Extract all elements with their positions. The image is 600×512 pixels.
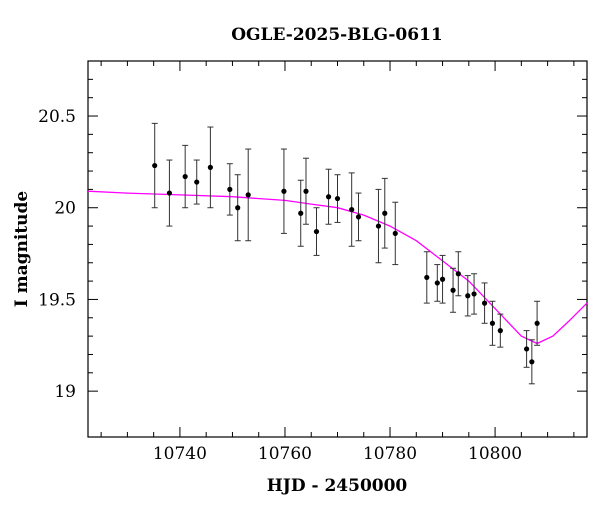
data-point	[434, 264, 441, 302]
data-marker	[529, 359, 535, 365]
data-point	[439, 254, 446, 304]
data-point	[166, 159, 173, 227]
data-marker	[227, 186, 233, 192]
data-point	[334, 174, 341, 223]
data-point	[381, 177, 388, 249]
data-marker	[166, 190, 173, 196]
data-marker	[281, 188, 287, 194]
data-marker	[489, 320, 496, 326]
data-marker	[481, 300, 488, 306]
data-point	[302, 157, 309, 225]
data-point	[464, 275, 471, 317]
data-point	[207, 126, 214, 209]
data-point	[226, 163, 233, 216]
data-point	[392, 201, 399, 266]
data-point	[297, 179, 304, 247]
data-marker	[298, 210, 304, 216]
y-tick-label: 20	[54, 199, 76, 219]
x-tick-label: 10780	[363, 444, 417, 464]
y-tick-label: 19	[54, 382, 76, 402]
data-marker	[235, 205, 241, 211]
data-point	[497, 313, 504, 348]
data-marker	[325, 194, 332, 200]
data-point	[423, 251, 430, 304]
y-tick-label: 20.5	[38, 107, 76, 127]
data-point	[182, 144, 189, 209]
data-point	[348, 172, 355, 247]
data-marker	[182, 173, 188, 180]
data-point	[313, 207, 320, 256]
data-point	[528, 339, 535, 385]
data-marker	[313, 228, 320, 235]
data-point	[193, 159, 200, 205]
data-marker	[392, 230, 398, 237]
data-point	[280, 148, 287, 234]
x-tick-labels: 10740 10760 10780 10800	[153, 444, 522, 464]
data-marker	[375, 223, 382, 229]
data-marker	[465, 293, 471, 299]
x-tick-label: 10800	[468, 444, 522, 464]
data-point	[375, 188, 382, 264]
data-marker	[434, 280, 440, 286]
plot-content	[87, 122, 588, 385]
data-point	[234, 174, 241, 242]
data-marker	[303, 188, 309, 194]
data-marker	[455, 271, 461, 277]
data-marker	[207, 164, 213, 170]
data-point	[450, 267, 457, 313]
x-axis-label: HJD - 2450000	[267, 476, 408, 496]
axis-ticks	[88, 60, 587, 437]
data-point	[471, 273, 478, 315]
y-tick-labels: 19 19.5 20 20.5	[38, 107, 76, 402]
data-marker	[152, 162, 158, 169]
data-marker	[355, 214, 362, 220]
chart-title: OGLE-2025-BLG-0611	[231, 25, 443, 45]
data-marker	[194, 179, 200, 185]
data-point	[534, 300, 541, 346]
data-marker	[382, 210, 388, 216]
data-marker	[349, 206, 355, 213]
data-point	[489, 300, 496, 346]
data-marker	[523, 346, 530, 352]
data-marker	[471, 291, 477, 297]
data-marker	[450, 287, 456, 293]
data-point	[151, 122, 158, 209]
data-point	[325, 168, 332, 225]
data-marker	[439, 276, 446, 282]
data-point	[481, 282, 488, 324]
x-tick-label: 10740	[153, 444, 207, 464]
y-tick-label: 19.5	[38, 290, 76, 310]
data-marker	[534, 320, 540, 326]
data-marker	[334, 195, 341, 202]
data-marker	[424, 274, 430, 281]
y-axis-label: I magnitude	[12, 191, 32, 308]
data-point	[523, 330, 530, 368]
data-point	[355, 192, 362, 242]
model-curve	[87, 190, 588, 345]
x-tick-label: 10760	[258, 444, 312, 464]
plot-frame	[87, 60, 588, 438]
data-marker	[245, 192, 251, 198]
data-point	[245, 148, 252, 242]
data-marker	[497, 328, 503, 334]
data-point	[455, 251, 462, 297]
